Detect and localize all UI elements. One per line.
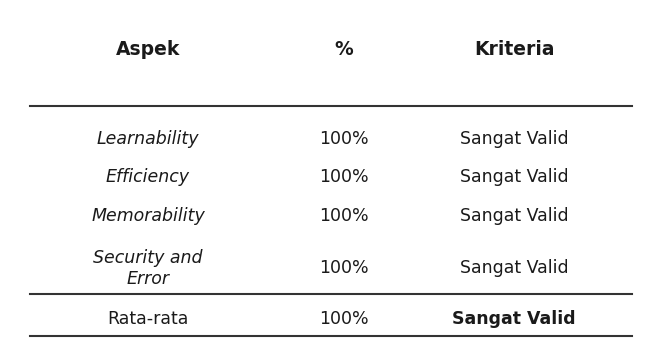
Text: 100%: 100%: [319, 310, 369, 328]
Text: %: %: [335, 40, 354, 59]
Text: Sangat Valid: Sangat Valid: [452, 310, 576, 328]
Text: Sangat Valid: Sangat Valid: [459, 259, 569, 277]
Text: Sangat Valid: Sangat Valid: [459, 168, 569, 186]
Text: 100%: 100%: [319, 259, 369, 277]
Text: Security and
Error: Security and Error: [93, 249, 203, 287]
Text: Sangat Valid: Sangat Valid: [459, 130, 569, 148]
Text: 100%: 100%: [319, 130, 369, 148]
Text: Aspek: Aspek: [116, 40, 180, 59]
Text: Efficiency: Efficiency: [106, 168, 190, 186]
Text: 100%: 100%: [319, 168, 369, 186]
Text: Kriteria: Kriteria: [474, 40, 554, 59]
Text: Rata-rata: Rata-rata: [107, 310, 189, 328]
Text: Learnability: Learnability: [97, 130, 199, 148]
Text: Sangat Valid: Sangat Valid: [459, 207, 569, 225]
Text: 100%: 100%: [319, 207, 369, 225]
Text: Memorability: Memorability: [91, 207, 205, 225]
